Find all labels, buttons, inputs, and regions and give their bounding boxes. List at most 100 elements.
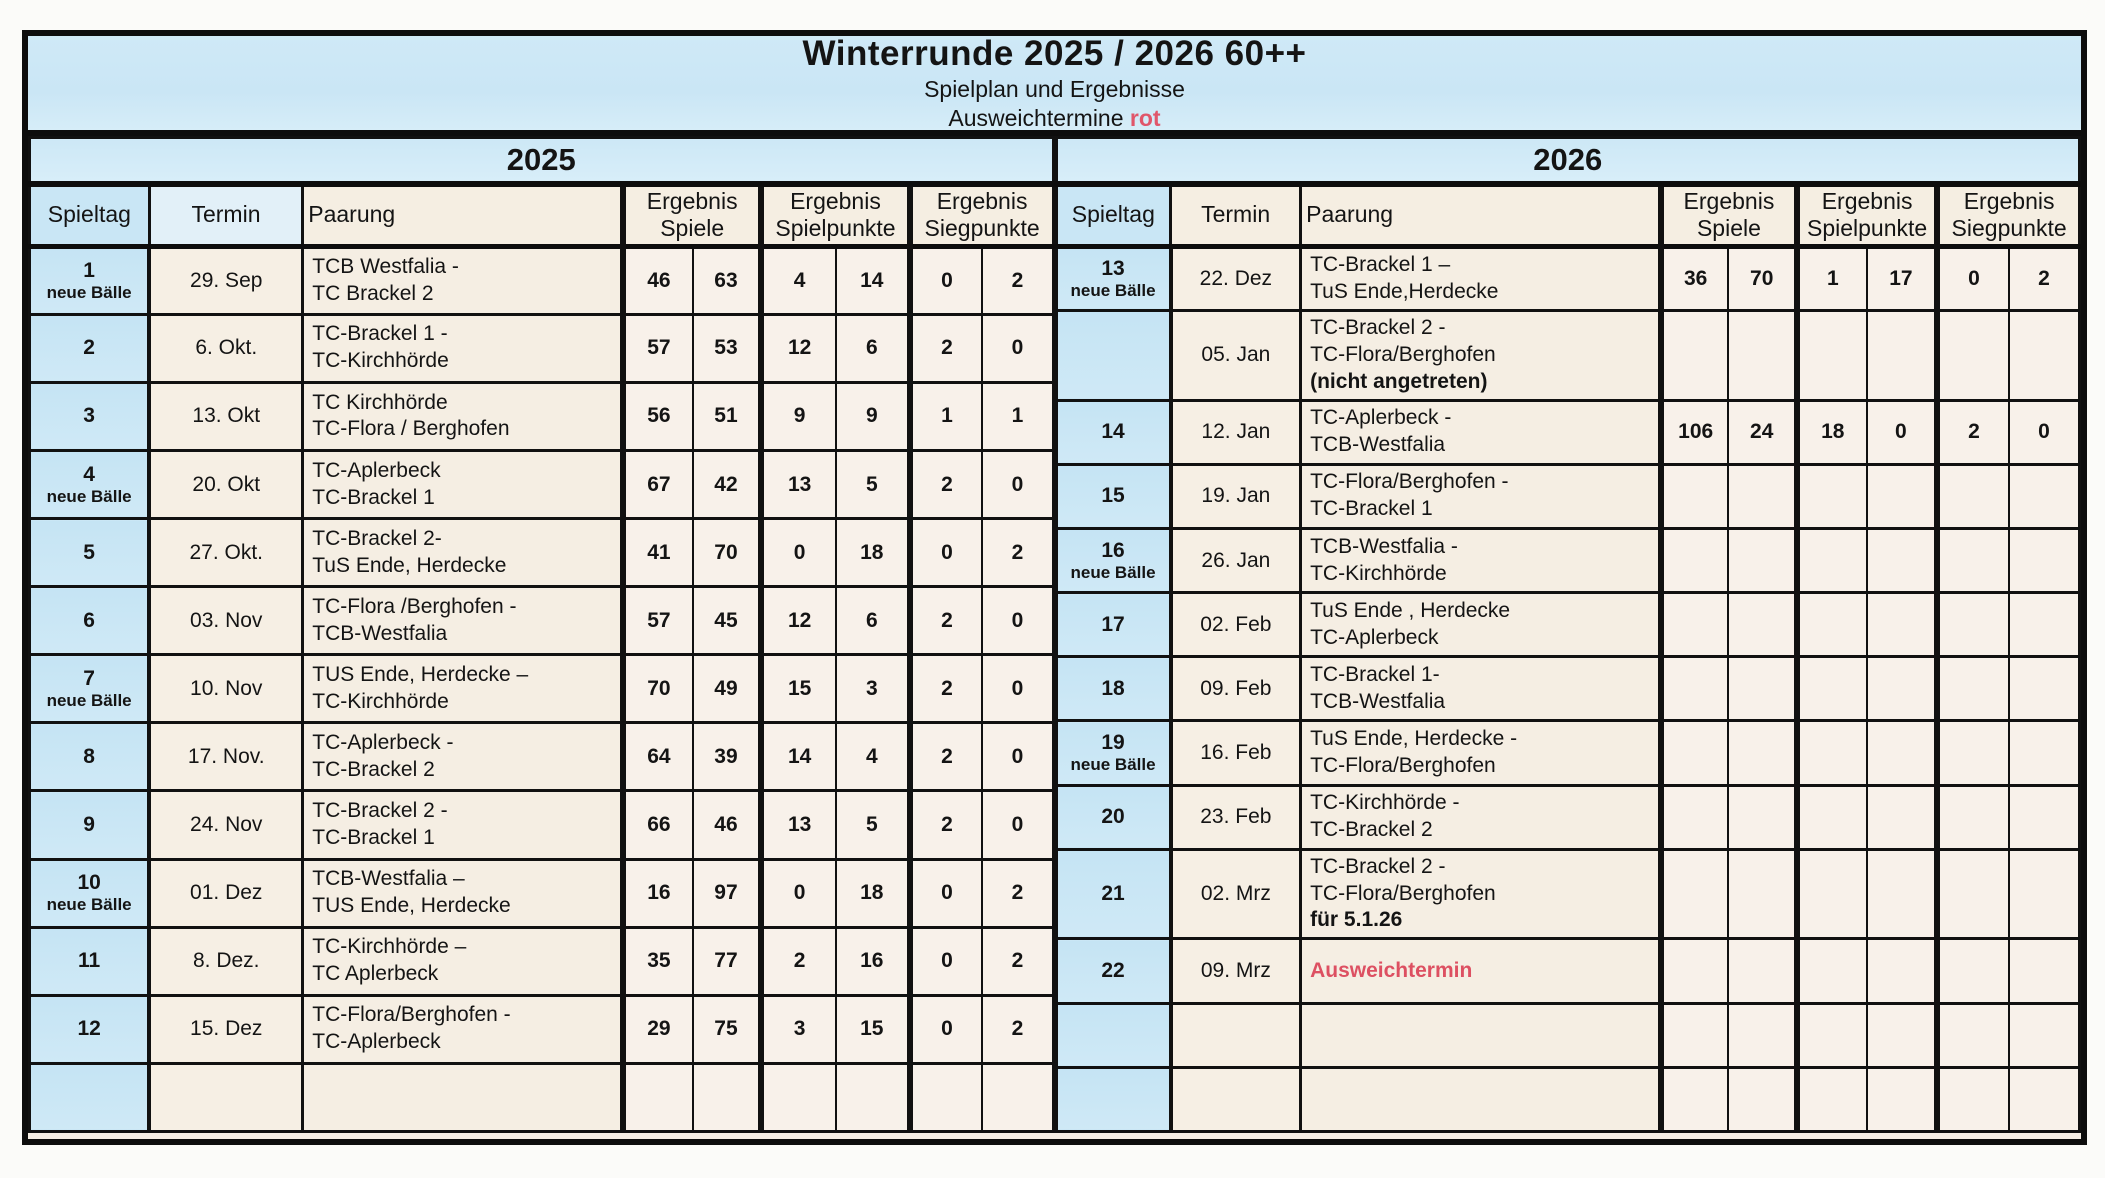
spieltag-cell — [1054, 1065, 1173, 1134]
spieltag-cell: 5 — [28, 517, 152, 589]
paarung-line: TCB-Westfalia — [312, 621, 448, 645]
paarung-line: TC-Brackel 2 - — [312, 799, 448, 823]
result-siegpunkte-home — [906, 1061, 984, 1134]
result-spiele-home — [1657, 1001, 1730, 1069]
result-spiele-home — [1657, 308, 1730, 402]
termin-cell: 8. Dez. — [147, 925, 305, 997]
spieltag-cell: 19 neue Bälle — [1054, 719, 1173, 787]
result-siegpunkte-guest: 0 — [981, 585, 1055, 657]
paarung-cell: TC-Flora/Berghofen - TC-Brackel 1 — [1299, 462, 1663, 530]
result-siegpunkte-guest: 2 — [981, 857, 1055, 929]
result-spiele-home: 29 — [620, 993, 694, 1065]
spieltag-cell: 6 — [28, 585, 152, 657]
result-spielpunkte-home — [1794, 847, 1868, 941]
page-title: Winterrunde 2025 / 2026 60++ — [802, 34, 1307, 73]
termin-cell: 27. Okt. — [147, 517, 305, 589]
result-siegpunkte-home — [1934, 655, 2010, 723]
paarung-line: TC-Brackel 2- — [312, 526, 442, 550]
match-row: 12 15. Dez TC-Flora/Berghofen - TC-Aplerbec… — [28, 993, 1055, 1065]
result-spiele-guest — [1727, 719, 1799, 787]
result-spielpunkte-home — [1794, 719, 1868, 787]
match-row: 16 neue Bälle 26. Jan TCB-Westfalia - TC-Kir… — [1054, 526, 2081, 595]
result-spielpunkte-home: 9 — [758, 380, 837, 452]
termin-cell: 20. Okt — [147, 448, 305, 521]
result-siegpunkte-guest: 2 — [981, 244, 1055, 316]
result-spielpunkte-home: 4 — [758, 244, 837, 316]
match-row: 9 24. Nov TC-Brackel 2 - TC-Brackel 1 66 46 13… — [28, 789, 1055, 861]
result-spielpunkte-guest: 5 — [834, 789, 912, 861]
result-spiele-home: 35 — [620, 925, 694, 997]
paarung-line: TC-Brackel 2 — [312, 757, 435, 781]
match-row: 1 neue Bälle 29. Sep TCB Westfalia - TC Brac… — [28, 244, 1055, 316]
result-spiele-home: 57 — [620, 585, 694, 657]
spieltag-cell: 8 — [28, 721, 152, 793]
result-spielpunkte-home — [1794, 526, 1868, 595]
neue-baelle-label: neue Bälle — [1070, 754, 1156, 774]
result-spielpunkte-guest — [834, 1061, 912, 1134]
result-spiele-home — [1657, 591, 1730, 659]
result-spielpunkte-home — [1794, 937, 1868, 1005]
result-spielpunkte-guest: 17 — [1865, 244, 1939, 312]
termin-cell: 13. Okt — [147, 380, 305, 452]
result-spiele-guest: 46 — [691, 789, 763, 861]
year-header-2026: 2026 — [1054, 136, 2081, 187]
col-header-ergebnis-siegpunkte: Ergebnis Siegpunkte — [906, 182, 1055, 249]
result-spiele-guest: 63 — [691, 244, 763, 316]
paarung-cell: TC Kirchhörde TC-Flora / Berghofen — [301, 380, 625, 452]
result-siegpunkte-guest: 0 — [981, 789, 1055, 861]
match-row: 14 12. Jan TC-Aplerbeck - TCB-Westfalia 106 2… — [1054, 398, 2081, 466]
paarung-line: TC-Brackel 1 - — [312, 322, 448, 346]
paarung-line: TC-Brackel 2 - — [1310, 854, 1446, 878]
paarung-line: TCB-Westfalia — [1310, 689, 1446, 713]
spieltag-number: 1 — [83, 258, 95, 282]
paarung-line: TC-Brackel 1 — [312, 825, 435, 849]
result-siegpunkte-guest — [2007, 847, 2081, 941]
result-spiele-home: 41 — [620, 517, 694, 589]
spieltag-number: 5 — [83, 540, 95, 564]
result-siegpunkte-guest — [2007, 462, 2081, 530]
col-header-termin: Termin — [147, 182, 305, 249]
termin-cell: 29. Sep — [147, 244, 305, 316]
paarung-cell: TC-Brackel 1 – TuS Ende,Herdecke — [1299, 244, 1663, 312]
paarung-line: TC-Flora/Berghofen - — [1310, 470, 1509, 494]
spieltag-cell: 7 neue Bälle — [28, 653, 152, 725]
match-row: 21 02. Mrz TC-Brackel 2 - TC-Flora/Berghofe… — [1054, 847, 2081, 941]
result-siegpunkte-home: 1 — [906, 380, 984, 452]
result-siegpunkte-home — [1934, 1001, 2010, 1069]
result-spiele-guest: 97 — [691, 857, 763, 929]
paarung-line: TC-Brackel 2 - — [1310, 315, 1446, 339]
result-spiele-guest — [1727, 308, 1799, 402]
result-spiele-guest — [1727, 591, 1799, 659]
neue-baelle-label: neue Bälle — [1070, 562, 1156, 582]
result-spielpunkte-guest: 4 — [834, 721, 912, 793]
result-siegpunkte-home: 0 — [906, 244, 984, 316]
paarung-cell: TC-Kirchhörde – TC Aplerbeck — [301, 925, 625, 997]
spieltag-number: 6 — [83, 608, 95, 632]
result-spiele-guest — [1727, 937, 1799, 1005]
paarung-line: TC-Kirchhörde — [1310, 561, 1447, 585]
termin-cell: 03. Nov — [147, 585, 305, 657]
result-siegpunkte-guest: 1 — [981, 380, 1055, 452]
col-header-ergebnis-spielpunkte: Ergebnis Spielpunkte — [758, 182, 912, 249]
match-row — [28, 1061, 1055, 1134]
neue-baelle-label: neue Bälle — [46, 282, 132, 302]
spieltag-number: 22 — [1101, 959, 1125, 983]
paarung-line: TC-Kirchhörde — [312, 349, 449, 373]
match-row — [1054, 1001, 2081, 1069]
spieltag-cell — [1054, 308, 1173, 402]
result-spielpunkte-guest: 0 — [1865, 398, 1939, 466]
result-spielpunkte-home: 18 — [1794, 398, 1868, 466]
result-spiele-home — [1657, 783, 1730, 851]
result-spielpunkte-guest — [1865, 308, 1939, 402]
result-spielpunkte-home: 15 — [758, 653, 837, 725]
termin-cell: 19. Jan — [1169, 462, 1303, 530]
result-siegpunkte-guest — [2007, 937, 2081, 1005]
result-siegpunkte-guest — [2007, 655, 2081, 723]
paarung-line: TC-Aplerbeck — [312, 458, 441, 482]
result-spiele-home — [620, 1061, 694, 1134]
col-header-paarung: Paarung — [1299, 182, 1663, 249]
paarung-cell: TC-Kirchhörde - TC-Brackel 2 — [1299, 783, 1663, 851]
result-spielpunkte-home: 0 — [758, 857, 837, 929]
year-row: 2025 — [28, 136, 1055, 187]
scanned-schedule-sheet: Winterrunde 2025 / 2026 60++ Spielplan u… — [22, 30, 2087, 1145]
